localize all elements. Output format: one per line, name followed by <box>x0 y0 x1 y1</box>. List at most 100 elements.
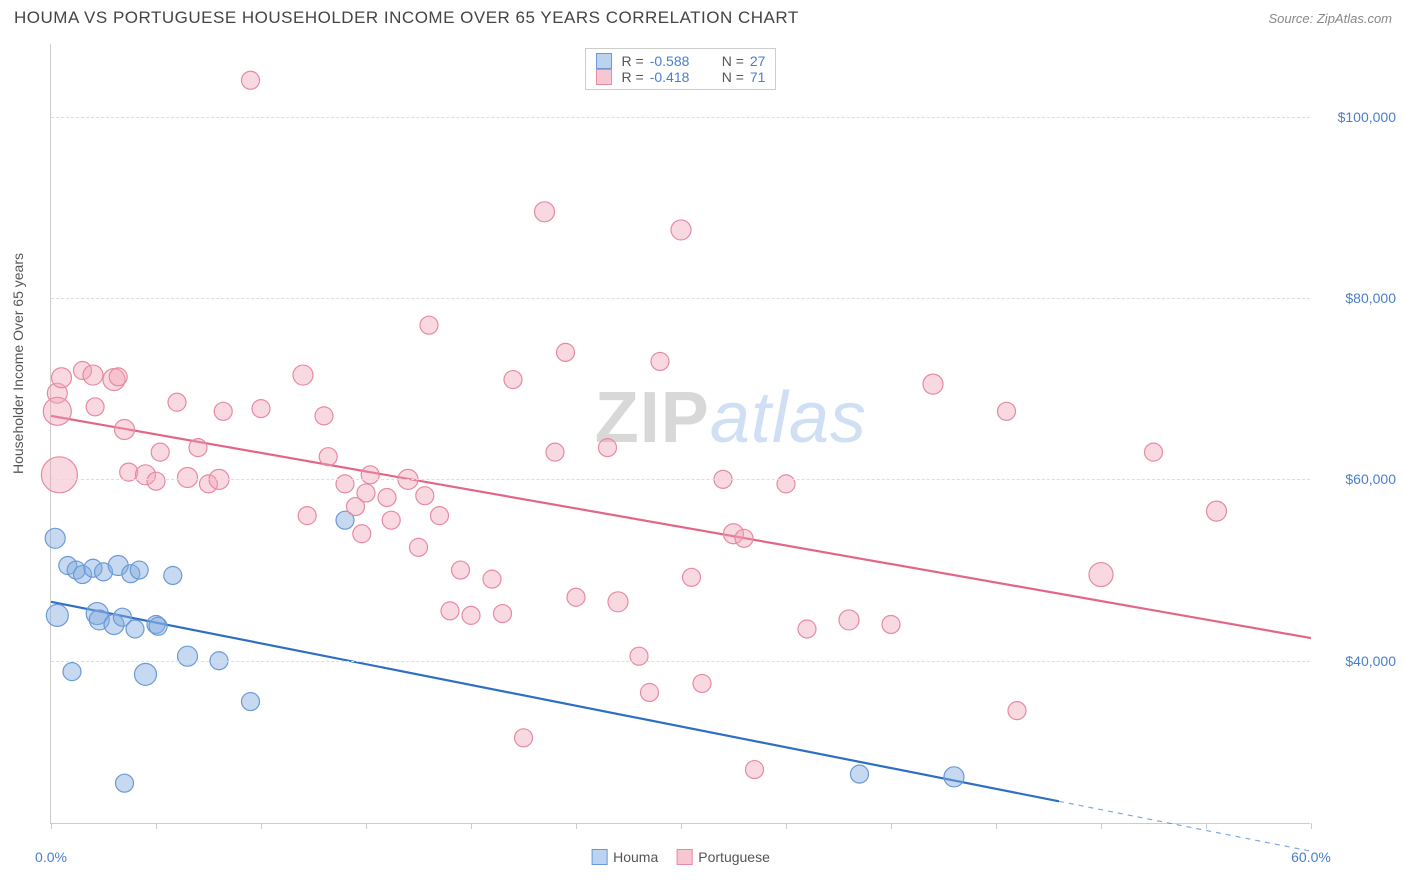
scatter-point <box>431 507 449 525</box>
y-tick-label: $40,000 <box>1345 653 1396 669</box>
scatter-point <box>126 620 144 638</box>
scatter-point <box>410 538 428 556</box>
scatter-point <box>515 729 533 747</box>
scatter-point <box>494 605 512 623</box>
scatter-point <box>361 466 379 484</box>
correlation-legend: R = -0.588 N = 27 R = -0.418 N = 71 <box>585 48 777 90</box>
scatter-point <box>462 606 480 624</box>
legend-item: Houma <box>591 849 658 865</box>
x-tick-label: 0.0% <box>35 849 67 865</box>
scatter-point <box>45 528 65 548</box>
scatter-point <box>1008 702 1026 720</box>
scatter-point <box>46 604 68 626</box>
chart-title: HOUMA VS PORTUGUESE HOUSEHOLDER INCOME O… <box>14 8 799 28</box>
scatter-point <box>151 443 169 461</box>
scatter-point <box>1207 501 1227 521</box>
x-tick-label: 60.0% <box>1291 849 1331 865</box>
legend-row: R = -0.588 N = 27 <box>596 53 766 69</box>
scatter-point <box>641 683 659 701</box>
scatter-point <box>944 767 964 787</box>
scatter-point <box>252 400 270 418</box>
scatter-point <box>1145 443 1163 461</box>
y-axis-label: Householder Income Over 65 years <box>10 253 26 474</box>
scatter-point <box>923 374 943 394</box>
legend-item: Portuguese <box>676 849 770 865</box>
legend-swatch <box>591 849 607 865</box>
scatter-point <box>41 457 77 493</box>
series-legend: Houma Portuguese <box>591 849 770 865</box>
scatter-point <box>599 439 617 457</box>
scatter-point <box>416 487 434 505</box>
scatter-point <box>651 352 669 370</box>
scatter-point <box>164 566 182 584</box>
y-tick-label: $100,000 <box>1338 109 1396 125</box>
scatter-point <box>452 561 470 579</box>
y-tick-label: $60,000 <box>1345 471 1396 487</box>
scatter-point <box>608 592 628 612</box>
y-tick-label: $80,000 <box>1345 290 1396 306</box>
scatter-point <box>83 365 103 385</box>
scatter-point <box>149 617 167 635</box>
legend-n-label: N = <box>722 53 744 69</box>
legend-r-value: -0.588 <box>650 53 708 69</box>
chart-header: HOUMA VS PORTUGUESE HOUSEHOLDER INCOME O… <box>0 0 1406 34</box>
legend-series-label: Houma <box>613 849 658 865</box>
scatter-point <box>214 402 232 420</box>
scatter-point <box>242 693 260 711</box>
scatter-point <box>851 765 869 783</box>
scatter-point <box>382 511 400 529</box>
scatter-point <box>319 448 337 466</box>
scatter-point <box>189 439 207 457</box>
scatter-point <box>839 610 859 630</box>
scatter-point <box>109 368 127 386</box>
scatter-point <box>298 507 316 525</box>
scatter-point <box>746 761 764 779</box>
legend-swatch <box>596 53 612 69</box>
scatter-point <box>135 663 157 685</box>
scatter-point <box>293 365 313 385</box>
scatter-point <box>882 615 900 633</box>
scatter-point <box>630 647 648 665</box>
scatter-point <box>378 488 396 506</box>
scatter-point <box>242 71 260 89</box>
scatter-point <box>115 419 135 439</box>
scatter-point <box>63 663 81 681</box>
scatter-point <box>693 674 711 692</box>
scatter-point <box>1089 563 1113 587</box>
scatter-point <box>168 393 186 411</box>
chart-area: Householder Income Over 65 years ZIPatla… <box>0 34 1406 884</box>
scatter-point <box>557 343 575 361</box>
scatter-points-layer <box>51 44 1310 823</box>
legend-swatch <box>676 849 692 865</box>
legend-r-value: -0.418 <box>650 69 708 85</box>
legend-n-value: 71 <box>750 69 766 85</box>
legend-n-value: 27 <box>750 53 766 69</box>
scatter-point <box>504 371 522 389</box>
scatter-point <box>147 472 165 490</box>
scatter-point <box>130 561 148 579</box>
scatter-point <box>420 316 438 334</box>
scatter-point <box>315 407 333 425</box>
scatter-point <box>777 475 795 493</box>
scatter-point <box>683 568 701 586</box>
scatter-point <box>178 646 198 666</box>
chart-source: Source: ZipAtlas.com <box>1268 11 1392 26</box>
legend-series-label: Portuguese <box>698 849 770 865</box>
legend-r-label: R = <box>622 69 644 85</box>
legend-r-label: R = <box>622 53 644 69</box>
scatter-point <box>735 529 753 547</box>
scatter-point <box>567 588 585 606</box>
scatter-point <box>671 220 691 240</box>
scatter-point <box>116 774 134 792</box>
scatter-point <box>336 475 354 493</box>
scatter-point <box>546 443 564 461</box>
scatter-point <box>998 402 1016 420</box>
legend-n-label: N = <box>722 69 744 85</box>
plot-region: ZIPatlas R = -0.588 N = 27 R = -0.418 N … <box>50 44 1310 824</box>
scatter-point <box>43 397 71 425</box>
legend-swatch <box>596 69 612 85</box>
scatter-point <box>178 468 198 488</box>
scatter-point <box>535 202 555 222</box>
scatter-point <box>86 398 104 416</box>
scatter-point <box>353 525 371 543</box>
